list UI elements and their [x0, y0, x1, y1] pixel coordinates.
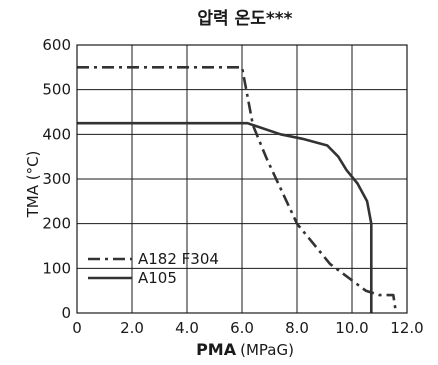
y-axis-ticks: 0 100 200 300 400 500 600: [42, 36, 71, 322]
x-tick-label: 10.0: [335, 319, 368, 337]
x-tick-label: 2.0: [120, 319, 144, 337]
x-tick-label: 8.0: [285, 319, 309, 337]
y-axis-title: TMA (°C): [24, 151, 42, 219]
x-tick-label: 4.0: [175, 319, 199, 337]
y-tick-label: 100: [42, 259, 71, 277]
legend-label-a182-f304: A182 F304: [138, 250, 219, 268]
series-line-a105: [77, 121, 373, 313]
y-tick-label: 500: [42, 81, 71, 99]
y-tick-label: 600: [42, 36, 71, 54]
x-tick-label: 12.0: [390, 319, 423, 337]
x-tick-label: 0: [72, 319, 82, 337]
grid-lines: [77, 45, 407, 313]
series-layer: [77, 66, 398, 314]
x-axis-ticks: 0 2.0 4.0 6.0 8.0 10.0 12.0: [72, 319, 423, 337]
legend-label-a105: A105: [138, 269, 177, 287]
plot-frame: [76, 44, 408, 314]
y-tick-label: 0: [61, 304, 71, 322]
y-tick-label: 300: [42, 170, 71, 188]
x-axis-title: PMA (MPaG): [196, 340, 294, 359]
x-axis-unit: (MPaG): [240, 341, 294, 359]
y-tick-label: 200: [42, 215, 71, 233]
legend: A182 F304 A105: [88, 250, 219, 287]
x-tick-label: 6.0: [230, 319, 254, 337]
x-axis-label: PMA: [196, 340, 237, 359]
series-line-a182-f304: [77, 66, 398, 314]
chart-title: 압력 온도***: [197, 8, 292, 29]
y-tick-label: 400: [42, 125, 71, 143]
